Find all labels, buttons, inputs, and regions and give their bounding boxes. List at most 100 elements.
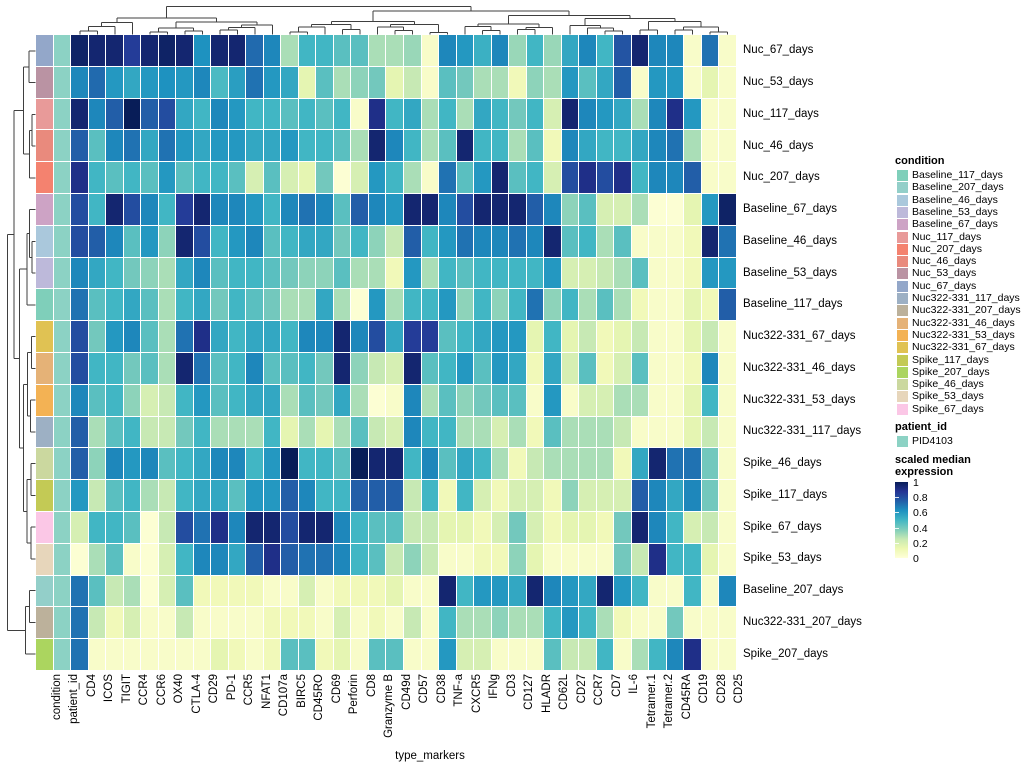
heatmap-cell <box>439 66 456 98</box>
heatmap-cell <box>298 352 316 384</box>
heatmap-cell <box>491 35 509 66</box>
heatmap-cell <box>404 384 421 416</box>
heatmap-cell <box>509 639 526 670</box>
heatmap-cell <box>509 511 526 543</box>
column-label: HLADR <box>540 674 553 713</box>
heatmap-cell <box>333 130 351 162</box>
heatmap-cell <box>158 35 176 66</box>
heatmap-cell <box>544 639 561 670</box>
heatmap-cell <box>491 352 509 384</box>
heatmap-cell <box>106 607 123 639</box>
heatmap-cell <box>123 130 141 162</box>
heatmap-cell <box>333 575 351 607</box>
heatmap-cell <box>263 130 281 162</box>
heatmap-cell <box>614 416 631 448</box>
heatmap-cell <box>141 130 158 162</box>
heatmap-cell <box>579 225 596 257</box>
column-label: CD27 <box>575 674 588 704</box>
heatmap-cell <box>491 639 509 670</box>
heatmap-cell <box>456 35 474 66</box>
heatmap-cell <box>491 162 509 193</box>
heatmap-cell <box>631 162 649 193</box>
heatmap-cell <box>141 321 158 352</box>
patient-annotation-cell <box>53 193 71 225</box>
heatmap-cell <box>666 384 684 416</box>
heatmap-cell <box>719 543 736 575</box>
heatmap-cell <box>509 225 526 257</box>
column-label: CD107a <box>278 674 291 717</box>
heatmap-cell <box>386 66 404 98</box>
heatmap-cell <box>421 511 439 543</box>
heatmap-cell <box>701 416 719 448</box>
heatmap-cell <box>316 639 333 670</box>
patient-annotation-cell <box>53 607 71 639</box>
heatmap-cell <box>631 130 649 162</box>
heatmap-cell <box>509 575 526 607</box>
heatmap-cell <box>684 352 701 384</box>
condition-legend-label: Nuc322-331_53_days <box>912 328 1015 341</box>
heatmap-cell <box>404 130 421 162</box>
heatmap-cell <box>666 35 684 66</box>
condition-legend-swatch <box>897 243 908 255</box>
heatmap-cell <box>631 66 649 98</box>
heatmap-cell <box>123 639 141 670</box>
heatmap-cell <box>719 511 736 543</box>
heatmap-cell <box>509 352 526 384</box>
heatmap-cell <box>666 352 684 384</box>
heatmap-cell <box>386 448 404 480</box>
heatmap-cell <box>263 543 281 575</box>
heatmap-cell <box>158 352 176 384</box>
heatmap-cell <box>71 384 88 416</box>
heatmap-cell <box>666 130 684 162</box>
heatmap-cell <box>439 639 456 670</box>
heatmap-cell <box>228 575 246 607</box>
heatmap-cell <box>228 66 246 98</box>
heatmap-cell <box>88 480 106 511</box>
heatmap-cell <box>71 480 88 511</box>
heatmap-cell <box>666 511 684 543</box>
heatmap-cell <box>316 35 333 66</box>
heatmap-cell <box>333 511 351 543</box>
heatmap-cell <box>474 511 491 543</box>
heatmap-cell <box>456 66 474 98</box>
heatmap-cell <box>176 289 193 321</box>
heatmap-cell <box>351 511 368 543</box>
heatmap-cell <box>211 384 228 416</box>
condition-legend-swatch <box>897 366 908 378</box>
heatmap-cell <box>176 321 193 352</box>
heatmap-cell <box>351 416 368 448</box>
heatmap-cell <box>176 639 193 670</box>
heatmap-cell <box>71 639 88 670</box>
heatmap-cell <box>631 448 649 480</box>
heatmap-cell <box>474 543 491 575</box>
heatmap-cell <box>719 225 736 257</box>
heatmap-cell <box>596 193 614 225</box>
heatmap-cell <box>386 225 404 257</box>
heatmap-cell <box>211 543 228 575</box>
heatmap-cell <box>228 543 246 575</box>
heatmap-cell <box>649 257 666 289</box>
column-label: CD4 <box>85 674 98 698</box>
heatmap-cell <box>176 480 193 511</box>
heatmap-cell <box>421 480 439 511</box>
heatmap-cell <box>561 543 579 575</box>
heatmap-cell <box>141 543 158 575</box>
heatmap-cell <box>544 193 561 225</box>
condition-legend-swatch <box>897 317 908 329</box>
heatmap-cell <box>298 607 316 639</box>
condition-legend-swatch <box>897 182 908 194</box>
heatmap-cell <box>298 448 316 480</box>
heatmap-cell <box>228 607 246 639</box>
row-label: Nuc322-331_67_days <box>743 330 856 343</box>
heatmap-cell <box>719 289 736 321</box>
heatmap-cell <box>246 35 263 66</box>
heatmap-cell <box>106 66 123 98</box>
heatmap-cell <box>614 448 631 480</box>
heatmap-cell <box>211 575 228 607</box>
heatmap-cell <box>386 384 404 416</box>
heatmap-cell <box>281 416 298 448</box>
column-label: CD19 <box>698 674 711 704</box>
heatmap-cell <box>281 130 298 162</box>
condition-legend-swatch <box>897 293 908 304</box>
heatmap-cell <box>263 480 281 511</box>
